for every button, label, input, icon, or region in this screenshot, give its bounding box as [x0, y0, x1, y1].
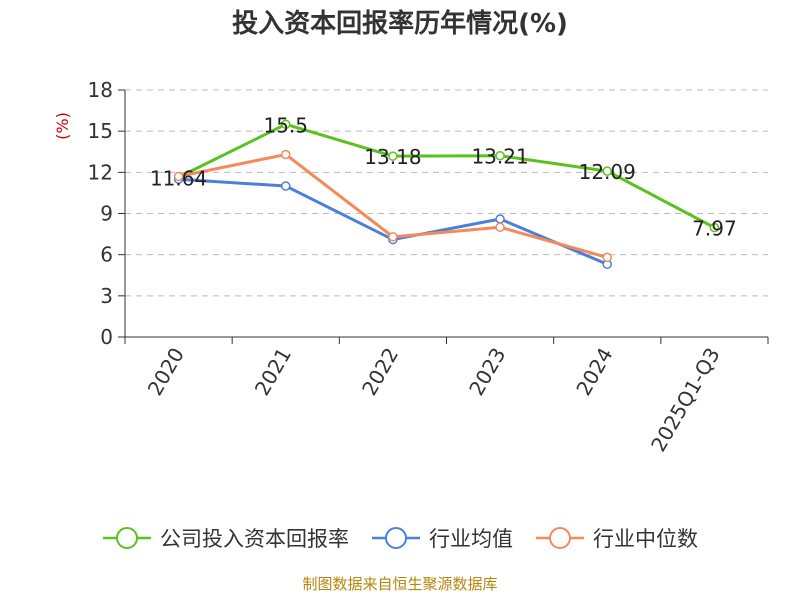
x-tick-label: 2020: [143, 344, 189, 400]
legend-item[interactable]: 公司投入资本回报率: [102, 523, 349, 553]
data-point: [173, 171, 184, 182]
legend-line-circle-icon: [372, 527, 420, 549]
data-point: [602, 252, 612, 263]
series-line: [177, 122, 716, 229]
legend: 公司投入资本回报率 行业均值 行业中位数: [0, 518, 800, 558]
x-tick-label: 2022: [357, 344, 403, 400]
data-point: [281, 119, 291, 130]
source-note: 制图数据来自恒生聚源数据库: [302, 575, 498, 593]
series-lines: [173, 119, 720, 270]
x-tick-label: 2024: [571, 344, 617, 400]
legend-item[interactable]: 行业中位数: [535, 523, 698, 553]
data-point: [281, 149, 291, 160]
data-point: [281, 181, 291, 191]
data-label: 13.18: [364, 145, 421, 169]
data-point: [495, 222, 505, 232]
data-point: [388, 232, 398, 242]
legend-item[interactable]: 行业均值: [371, 523, 513, 553]
legend-label: 公司投入资本回报率: [160, 527, 349, 551]
data-label: 15.5: [263, 113, 308, 137]
y-tick-label: 15: [88, 119, 113, 143]
data-point: [602, 166, 612, 176]
legend-line-circle-icon: [536, 527, 584, 549]
y-tick-label: 12: [88, 160, 113, 184]
data-label: 11.64: [150, 166, 207, 190]
x-tick-label: 2021: [250, 344, 296, 400]
y-axis-unit-label: (%): [53, 112, 72, 140]
y-tick-label: 0: [100, 325, 113, 349]
data-label: 12.09: [579, 160, 636, 184]
axes: 0 3 6 9 12 15 18 2020 2021 2022 2023 2024 2025Q1-Q3: [88, 78, 769, 456]
data-labels: 11.64 15.5 13.18 13.21 12.09 7.97: [150, 113, 737, 240]
chart-title: 投入资本回报率历年情况(%): [232, 9, 568, 39]
data-point: [495, 150, 505, 161]
data-point: [388, 151, 398, 161]
data-label: 13.21: [471, 145, 528, 169]
grid-lines: [125, 89, 768, 297]
y-tick-label: 18: [88, 78, 113, 102]
data-point: [495, 214, 505, 224]
legend-label: 行业均值: [429, 527, 513, 551]
y-tick-label: 9: [100, 202, 113, 226]
x-tick-label: 2023: [464, 344, 510, 400]
x-tick-label: 2025Q1-Q3: [646, 344, 725, 456]
legend-label: 行业中位数: [593, 527, 698, 551]
y-tick-label: 3: [100, 284, 113, 308]
data-label: 7.97: [692, 217, 737, 241]
series-line: [178, 177, 608, 266]
legend-line-circle-icon: [103, 527, 151, 549]
data-point: [709, 222, 720, 233]
y-tick-label: 6: [100, 243, 113, 267]
